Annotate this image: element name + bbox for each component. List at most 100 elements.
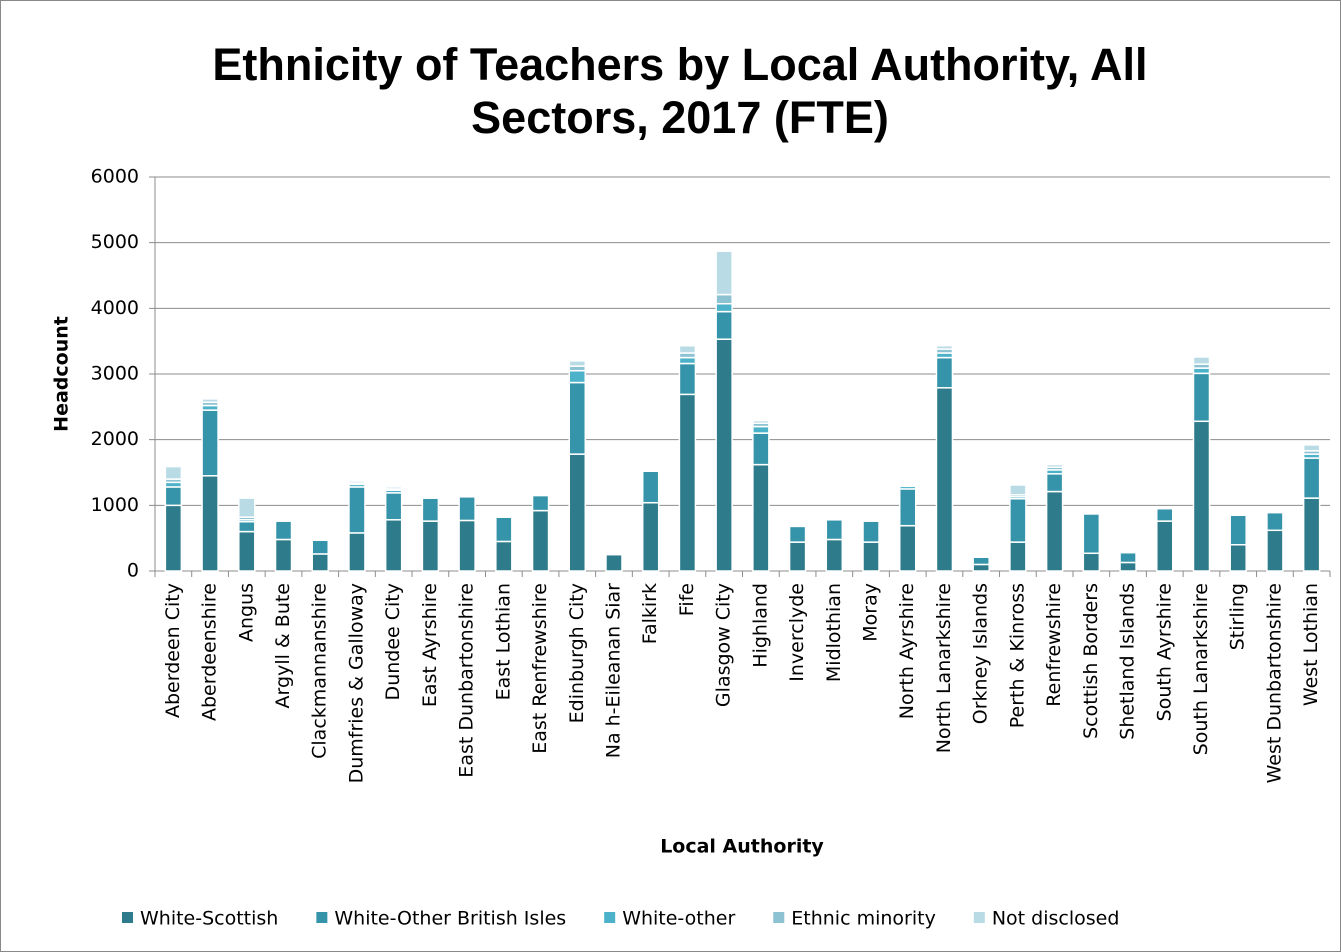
bar-segment xyxy=(678,362,697,396)
bar-segment xyxy=(238,497,256,518)
bar-segment xyxy=(458,493,476,496)
bar-segment xyxy=(1119,551,1137,564)
bar-segment xyxy=(898,488,917,527)
bar-segment xyxy=(825,516,844,519)
bar-segment xyxy=(898,524,917,572)
x-tick-label: North Ayrshire xyxy=(896,583,918,719)
bar-segment xyxy=(788,541,807,572)
y-axis-label: Headcount xyxy=(51,316,73,432)
bar-segment xyxy=(164,465,183,480)
x-tick-label: Argyll & Bute xyxy=(272,583,294,708)
bar-segment xyxy=(1009,541,1027,572)
bar-segment xyxy=(862,520,880,543)
bar-segment xyxy=(164,486,183,507)
x-tick-label: Na h-Eileanan Siar xyxy=(602,583,624,758)
bar-segment xyxy=(935,345,954,350)
bar-segment xyxy=(568,360,587,367)
x-tick-label: East Dunbartonshire xyxy=(456,583,478,778)
bar-segment xyxy=(568,381,587,455)
bar-segment xyxy=(384,492,403,521)
bar-segment xyxy=(715,310,733,340)
bar-segment xyxy=(825,519,844,541)
x-tick-label: East Lothian xyxy=(492,583,514,700)
x-tick-label: Moray xyxy=(860,583,882,642)
bar-segment xyxy=(568,453,587,572)
x-tick-label: Aberdeen City xyxy=(162,583,184,718)
x-tick-label: Fife xyxy=(676,583,698,616)
x-tick-label: East Ayrshire xyxy=(419,583,441,707)
x-tick-label: Dumfries & Galloway xyxy=(345,583,367,783)
bar-segment xyxy=(1302,497,1321,572)
x-tick-label: Perth & Kinross xyxy=(1006,583,1028,728)
bar-segment xyxy=(1229,543,1247,572)
bar-segment xyxy=(421,520,440,572)
x-tick-label: Angus xyxy=(235,583,257,642)
bar-segment xyxy=(788,525,807,543)
bar-segment xyxy=(238,521,256,533)
x-tick-label: Aberdeenshire xyxy=(199,583,221,721)
bar-segment xyxy=(1082,552,1101,572)
x-tick-label: Falkirk xyxy=(639,583,661,644)
bar-segment xyxy=(384,519,403,572)
bar-segment xyxy=(678,345,697,354)
bar-segment xyxy=(1009,484,1027,496)
x-tick-label: Renfrewshire xyxy=(1043,583,1065,707)
y-tick-label: 0 xyxy=(127,560,139,582)
bar-segment xyxy=(898,482,917,486)
bar-segment xyxy=(274,518,293,521)
bar-segment xyxy=(495,516,513,543)
x-tick-label: Scottish Borders xyxy=(1080,583,1102,739)
bar-segment xyxy=(641,470,660,504)
bar-segment xyxy=(1045,490,1064,572)
x-tick-label: Dundee City xyxy=(382,583,404,700)
bar-segment xyxy=(1192,372,1211,423)
bar-segment xyxy=(1192,420,1211,572)
legend-label: White-Scottish xyxy=(140,908,278,930)
bar-segment xyxy=(458,496,476,522)
bar-segment xyxy=(531,494,550,512)
bar-segment xyxy=(972,563,990,572)
x-tick-label: South Lanarkshire xyxy=(1190,583,1212,755)
bar-segment xyxy=(1082,513,1101,555)
bar-segment xyxy=(715,250,733,296)
bar-segment xyxy=(1045,473,1064,493)
bar-segment xyxy=(715,293,733,305)
x-tick-label: Midlothian xyxy=(823,583,845,682)
legend-swatch xyxy=(122,912,133,923)
bar-segment xyxy=(825,538,844,572)
bar-segment xyxy=(678,393,697,572)
x-tick-label: Highland xyxy=(749,583,771,668)
bar-segment xyxy=(1302,457,1321,499)
legend-swatch xyxy=(973,912,985,923)
bar-segment xyxy=(1192,356,1211,365)
chart-title: Ethnicity of Teachers by Local Authority… xyxy=(212,39,1148,143)
bar-segment xyxy=(1045,463,1064,468)
bar-segment xyxy=(641,501,660,572)
bar-segment xyxy=(274,538,293,572)
y-tick-label: 6000 xyxy=(91,166,139,188)
legend-swatch xyxy=(604,912,616,923)
x-tick-label: West Lothian xyxy=(1300,583,1322,706)
bar-segment xyxy=(458,519,476,572)
legend-label: Not disclosed xyxy=(992,908,1120,930)
y-tick-label: 4000 xyxy=(91,297,139,319)
bar-segment xyxy=(201,475,219,572)
x-tick-label: Shetland Islands xyxy=(1117,583,1139,740)
bar-segment xyxy=(1266,511,1284,532)
x-tick-label: Stirling xyxy=(1227,583,1249,650)
bar-segment xyxy=(752,432,770,466)
bar-segment xyxy=(531,509,550,572)
bar-segment xyxy=(715,302,733,313)
bar-segment xyxy=(201,409,219,477)
x-tick-label: East Renfrewshire xyxy=(529,583,551,754)
bar-segment xyxy=(311,553,329,572)
bar-segment xyxy=(752,425,770,434)
bar-segment xyxy=(862,541,880,572)
bar-segment xyxy=(201,398,219,403)
legend-label: White-other xyxy=(622,908,735,930)
legend-label: Ethnic minority xyxy=(791,908,936,930)
x-tick-label: Clackmannanshire xyxy=(309,583,331,759)
legend-swatch xyxy=(773,912,785,923)
